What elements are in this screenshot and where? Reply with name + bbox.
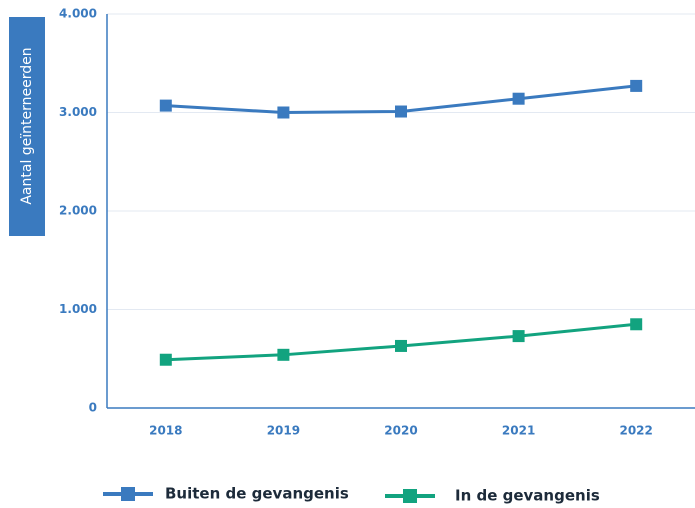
x-tick-label: 2021 <box>502 424 535 438</box>
point <box>512 330 525 343</box>
y-tick-label: 0 <box>89 401 97 415</box>
y-tick-label: 3.000 <box>59 105 97 119</box>
y-tick-label: 2.000 <box>59 204 97 218</box>
y-tick-label: 4.000 <box>59 7 97 21</box>
point <box>395 339 407 352</box>
y-label-box <box>9 17 45 236</box>
x-tick-label: 2022 <box>619 424 652 438</box>
y-axis-label: Aantal geïnterneerden <box>19 47 35 204</box>
point <box>395 105 407 118</box>
point <box>630 318 643 331</box>
point <box>159 353 172 366</box>
point <box>512 92 525 105</box>
legend-marker <box>403 489 417 503</box>
point <box>159 99 172 112</box>
legend-label: Buiten de gevangenis <box>165 485 349 503</box>
legend-marker <box>121 487 135 501</box>
point <box>277 106 290 119</box>
y-tick-label: 1.000 <box>59 302 97 316</box>
x-tick-label: 2020 <box>384 424 417 438</box>
point <box>277 348 290 361</box>
legend-label: In de gevangenis <box>455 487 600 505</box>
x-tick-label: 2019 <box>267 424 300 438</box>
point <box>630 79 643 92</box>
x-tick-label: 2018 <box>149 424 182 438</box>
